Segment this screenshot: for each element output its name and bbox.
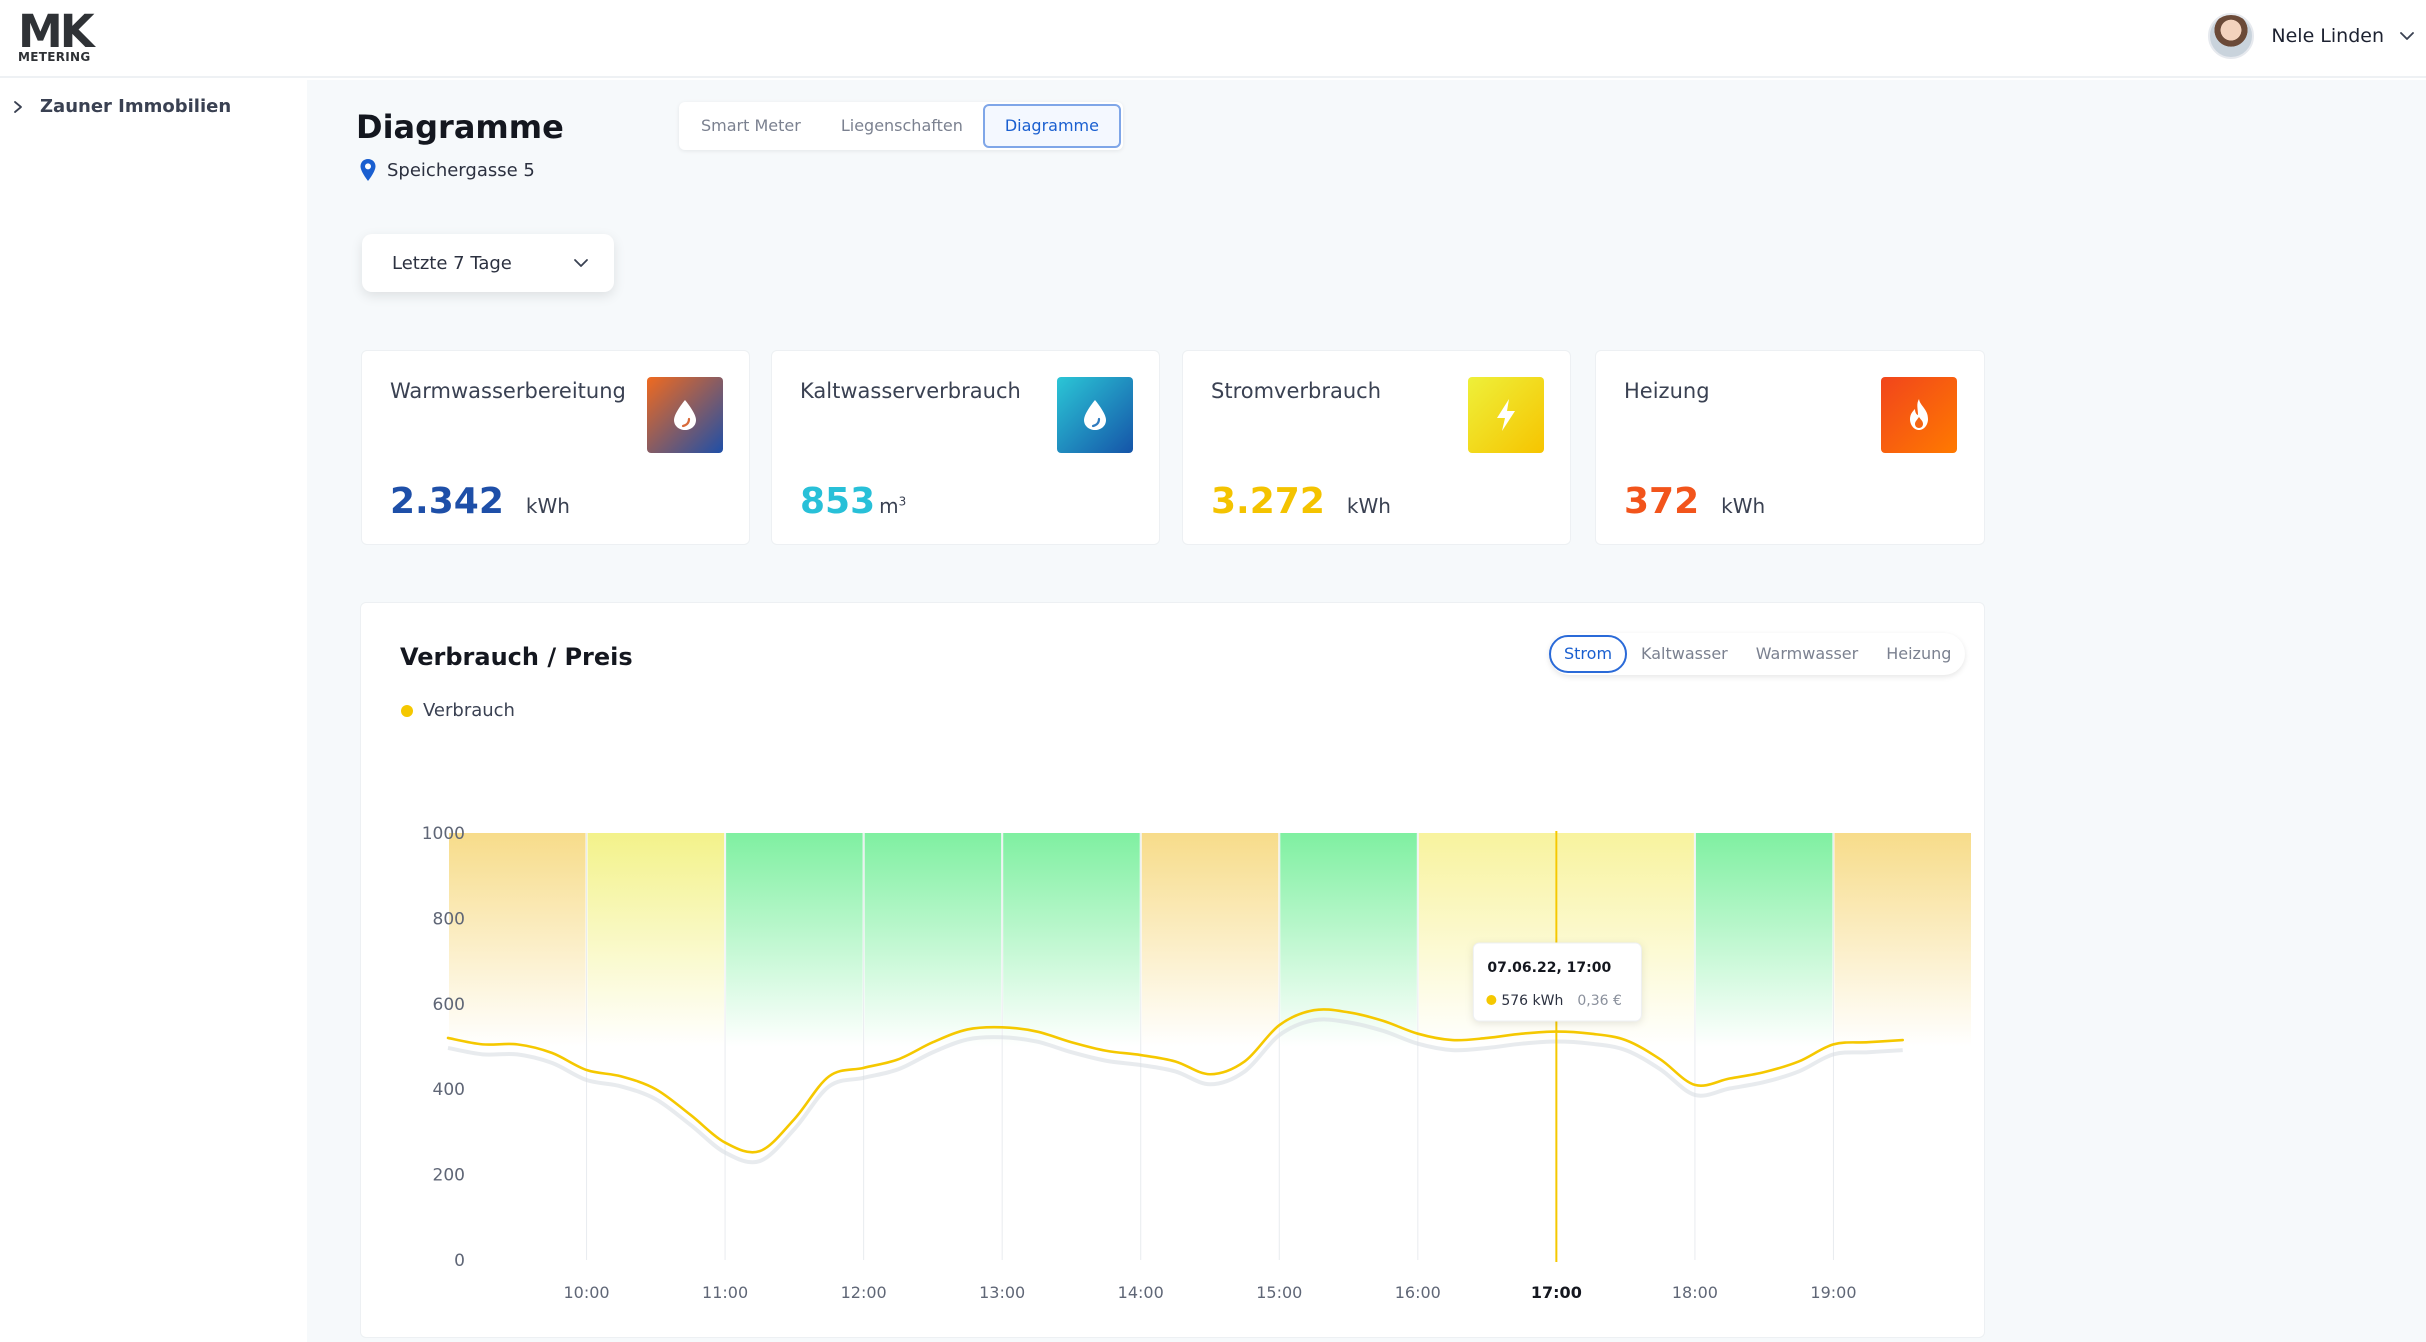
x-tick-label: 16:00	[1395, 1283, 1441, 1302]
chevron-down-icon	[574, 259, 588, 267]
kpi-number: 853	[800, 481, 876, 522]
location-pin-icon	[360, 159, 376, 181]
main-content: Diagramme Speichergasse 5 Smart Meter Li…	[307, 80, 2426, 1342]
tab-strom[interactable]: Strom	[1549, 635, 1628, 673]
price-band	[587, 833, 725, 1047]
view-tabs: Smart Meter Liegenschaften Diagramme	[679, 102, 1123, 150]
x-tick-label: 17:00	[1531, 1283, 1582, 1302]
address-text: Speichergasse 5	[387, 159, 535, 181]
price-band	[1141, 833, 1279, 1047]
chevron-right-icon	[14, 100, 22, 113]
tooltip-price: 0,36 €	[1577, 993, 1622, 1009]
kpi-number: 372	[1624, 481, 1700, 522]
sidebar: Zauner Immobilien	[0, 80, 307, 1342]
top-bar: MK METERING Nele Linden	[0, 0, 2426, 78]
legend-label: Verbrauch	[423, 700, 515, 721]
water-drop-icon	[647, 377, 723, 453]
kpi-number: 2.342	[390, 481, 504, 522]
water-drop-icon	[1057, 377, 1133, 453]
page-title: Diagramme	[356, 108, 564, 146]
kpi-label: Kaltwasserverbrauch	[800, 379, 1021, 403]
tab-liegenschaften[interactable]: Liegenschaften	[840, 116, 963, 135]
kpi-value: 2.342 kWh	[390, 481, 570, 522]
address: Speichergasse 5	[359, 158, 535, 182]
period-select-value: Letzte 7 Tage	[392, 252, 512, 274]
kpi-unit: m3	[879, 494, 907, 518]
price-band	[1834, 833, 1971, 1047]
kpi-card-stromverbrauch[interactable]: Stromverbrauch 3.272 kWh	[1182, 350, 1571, 545]
price-band	[726, 833, 863, 1047]
kpi-card-heizung[interactable]: Heizung 372 kWh	[1595, 350, 1985, 545]
consumption-chart-card: 0 200 400 600 800 1000 10:00 11:00 12:00 13:00 14:…	[360, 602, 1985, 1338]
sidebar-item-zauner-immobilien[interactable]: Zauner Immobilien	[10, 96, 231, 117]
kpi-label: Stromverbrauch	[1211, 379, 1382, 403]
kpi-label: Heizung	[1624, 379, 1710, 403]
lightning-icon	[1468, 377, 1544, 453]
x-tick-label: 18:00	[1672, 1283, 1718, 1302]
avatar[interactable]	[2208, 13, 2255, 59]
kpi-unit: kWh	[1721, 494, 1766, 518]
tab-smart-meter[interactable]: Smart Meter	[701, 116, 801, 135]
y-tick-label: 0	[454, 1251, 465, 1271]
tooltip-box	[1472, 942, 1642, 1022]
y-tick-label: 400	[433, 1080, 465, 1100]
logo[interactable]: MK METERING	[18, 5, 118, 64]
kpi-label: Warmwasserbereitung	[390, 379, 626, 403]
price-band	[1695, 833, 1833, 1047]
x-tick-label: 11:00	[702, 1283, 748, 1302]
price-band	[449, 833, 586, 1047]
kpi-value: 372 kWh	[1624, 481, 1765, 522]
kpi-unit: kWh	[1346, 494, 1391, 518]
chart-title: Verbrauch / Preis	[400, 643, 633, 671]
x-tick-label: 14:00	[1118, 1283, 1164, 1302]
price-band	[1003, 833, 1140, 1047]
tab-diagramme[interactable]: Diagramme	[982, 104, 1121, 148]
price-band	[1280, 833, 1417, 1047]
user-name[interactable]: Nele Linden	[2271, 25, 2384, 47]
period-select[interactable]: Letzte 7 Tage	[362, 234, 614, 292]
kpi-value: 3.272 kWh	[1211, 481, 1391, 522]
x-tick-label: 13:00	[979, 1283, 1025, 1302]
x-tick-label: 15:00	[1256, 1283, 1302, 1302]
y-tick-label: 600	[433, 995, 465, 1015]
y-tick-label: 200	[433, 1166, 465, 1186]
price-band	[864, 833, 1002, 1047]
y-tick-label: 800	[433, 909, 465, 929]
logo-sub: METERING	[18, 50, 91, 64]
line-shadow	[447, 1017, 1903, 1165]
tooltip-title: 07.06.22, 17:00	[1487, 960, 1611, 976]
tab-heizung[interactable]: Heizung	[1886, 644, 1952, 663]
tooltip-dot	[1486, 995, 1497, 1005]
legend-dot	[401, 704, 413, 717]
chart-legend: Verbrauch	[401, 700, 515, 721]
series-line-verbrauch	[446, 1008, 1905, 1154]
flame-icon	[1881, 377, 1957, 453]
kpi-unit: kWh	[525, 494, 570, 518]
sidebar-item-label: Zauner Immobilien	[40, 96, 232, 117]
y-tick-label: 1000	[422, 824, 465, 844]
tooltip-value: 576 kWh	[1501, 993, 1563, 1009]
x-tick-label: 10:00	[563, 1283, 609, 1302]
tab-warmwasser[interactable]: Warmwasser	[1755, 644, 1859, 663]
x-tick-label: 12:00	[841, 1283, 887, 1302]
chevron-down-icon[interactable]	[2398, 27, 2416, 45]
x-tick-label: 19:00	[1810, 1283, 1856, 1302]
kpi-card-warmwasserbereitung[interactable]: Warmwasserbereitung 2.342 kWh	[361, 350, 750, 545]
kpi-value: 853 m3	[800, 481, 906, 522]
tab-kaltwasser[interactable]: Kaltwasser	[1641, 644, 1728, 663]
meter-tabs: Strom Kaltwasser Warmwasser Heizung	[1549, 633, 1966, 675]
kpi-number: 3.272	[1211, 481, 1325, 522]
user-menu[interactable]: Nele Linden	[2208, 13, 2416, 59]
consumption-chart[interactable]: 0 200 400 600 800 1000 10:00 11:00 12:00 13:00 14:…	[361, 603, 1986, 1339]
logo-main: MK	[18, 5, 95, 58]
kpi-card-kaltwasserverbrauch[interactable]: Kaltwasserverbrauch 853 m3	[771, 350, 1160, 545]
